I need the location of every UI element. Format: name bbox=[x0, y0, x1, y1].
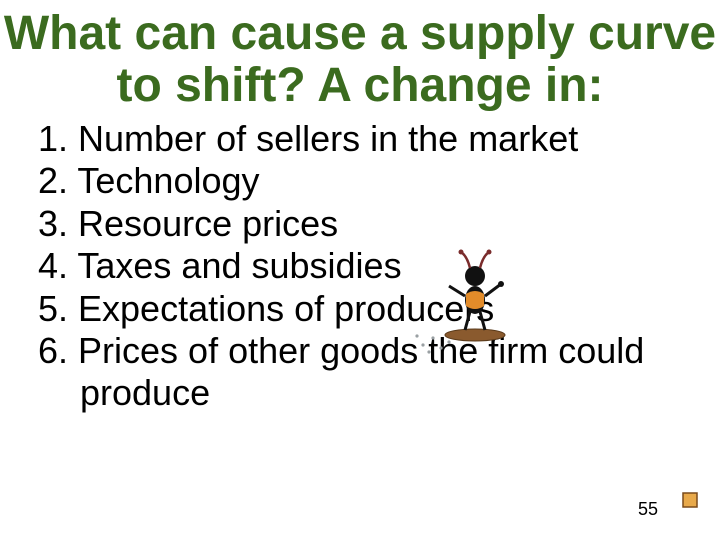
surfing-ant-icon bbox=[405, 240, 525, 360]
bullet-list: 1. Number of sellers in the market 2. Te… bbox=[0, 118, 720, 415]
list-item: 1. Number of sellers in the market bbox=[38, 118, 710, 160]
corner-square-icon bbox=[682, 492, 698, 508]
list-item: 3. Resource prices bbox=[38, 203, 710, 245]
list-item: 6. Prices of other goods the firm could … bbox=[38, 330, 710, 415]
slide: What can cause a supply curve to shift? … bbox=[0, 0, 720, 540]
list-item: 5. Expectations of producers bbox=[38, 288, 710, 330]
splash-dots bbox=[415, 334, 450, 353]
list-item: 2. Technology bbox=[38, 160, 710, 202]
page-number: 55 bbox=[638, 499, 658, 520]
list-item: 4. Taxes and subsidies bbox=[38, 245, 710, 287]
slide-title: What can cause a supply curve to shift? … bbox=[0, 0, 720, 112]
